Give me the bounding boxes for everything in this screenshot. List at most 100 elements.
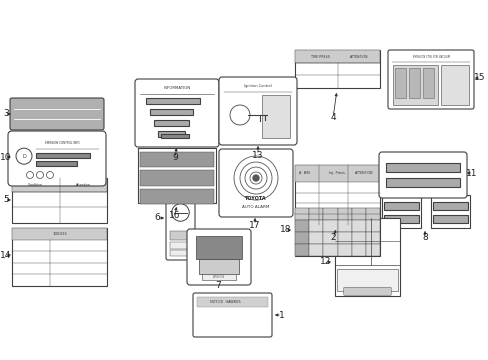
Text: NOTICE  HAWKES: NOTICE HAWKES — [209, 300, 240, 304]
Bar — [294, 50, 379, 63]
Text: TIRE PRESS: TIRE PRESS — [310, 55, 329, 59]
FancyBboxPatch shape — [387, 50, 473, 109]
Bar — [36, 153, 90, 158]
Text: 4: 4 — [329, 113, 335, 122]
Text: 18: 18 — [280, 225, 291, 234]
FancyBboxPatch shape — [219, 77, 296, 145]
Text: 11: 11 — [465, 168, 477, 177]
Text: 100015: 100015 — [52, 232, 67, 236]
Text: 15: 15 — [473, 73, 485, 82]
FancyBboxPatch shape — [193, 293, 271, 337]
Bar — [198, 258, 239, 274]
Bar — [12, 228, 107, 286]
Bar — [394, 68, 405, 98]
Bar — [422, 68, 433, 98]
Bar — [149, 109, 192, 115]
Text: 17: 17 — [249, 220, 260, 230]
Bar — [201, 274, 236, 279]
Text: 5: 5 — [3, 195, 9, 204]
Bar — [351, 232, 365, 244]
Text: 10: 10 — [0, 153, 12, 162]
Text: ATTENTION: ATTENTION — [355, 171, 373, 175]
Bar — [385, 178, 459, 187]
Bar — [294, 244, 308, 256]
Bar — [157, 131, 184, 137]
FancyBboxPatch shape — [10, 98, 104, 130]
Bar — [294, 208, 379, 256]
Bar — [12, 178, 107, 223]
FancyBboxPatch shape — [135, 79, 219, 147]
Bar — [336, 269, 397, 291]
Bar — [323, 220, 337, 232]
Bar — [365, 244, 379, 256]
Bar — [261, 95, 290, 138]
Bar — [153, 120, 188, 126]
Text: 2: 2 — [329, 234, 335, 243]
Bar — [195, 236, 242, 258]
Bar — [294, 165, 379, 182]
Bar — [308, 208, 323, 220]
Bar — [383, 202, 418, 210]
Bar — [440, 65, 468, 105]
Bar — [365, 232, 379, 244]
Bar — [12, 228, 107, 240]
Bar — [351, 220, 365, 232]
Bar — [36, 161, 76, 166]
Text: Condition: Condition — [28, 183, 43, 187]
Bar — [140, 170, 214, 186]
Text: Inj. Press.: Inj. Press. — [328, 171, 346, 175]
Text: EMISSION: EMISSION — [212, 275, 224, 279]
FancyBboxPatch shape — [8, 131, 106, 186]
Bar — [294, 220, 308, 232]
Bar — [294, 208, 308, 220]
Bar — [170, 250, 191, 256]
Bar — [12, 178, 107, 192]
Text: 16: 16 — [169, 211, 181, 220]
Bar — [383, 215, 418, 223]
Bar — [140, 189, 214, 204]
Bar — [197, 297, 267, 307]
Text: 14: 14 — [0, 251, 12, 260]
Text: 3: 3 — [3, 109, 9, 118]
Text: D: D — [22, 154, 26, 159]
Text: 12: 12 — [320, 257, 331, 266]
Text: 1: 1 — [279, 310, 285, 320]
FancyBboxPatch shape — [219, 149, 292, 217]
Bar — [323, 208, 337, 220]
Bar — [334, 218, 399, 296]
Bar — [381, 195, 420, 228]
Bar — [337, 244, 351, 256]
Bar — [337, 208, 351, 220]
FancyBboxPatch shape — [186, 229, 250, 285]
Bar — [294, 165, 379, 225]
Bar — [432, 202, 468, 210]
Bar — [323, 244, 337, 256]
Bar — [365, 220, 379, 232]
FancyBboxPatch shape — [378, 152, 466, 198]
Text: 9: 9 — [172, 153, 178, 162]
Text: TOYOTA: TOYOTA — [244, 196, 266, 201]
Bar — [337, 220, 351, 232]
Bar — [140, 152, 214, 167]
Bar — [161, 134, 188, 138]
Text: 13: 13 — [252, 150, 263, 159]
Bar — [365, 208, 379, 220]
Text: 6: 6 — [154, 213, 160, 222]
Text: A. B/N: A. B/N — [298, 171, 309, 175]
Bar — [408, 68, 419, 98]
Bar — [170, 242, 191, 249]
Bar — [170, 231, 191, 240]
Bar — [430, 195, 469, 228]
FancyBboxPatch shape — [165, 186, 195, 260]
Text: EMISSION CONTROL INFO: EMISSION CONTROL INFO — [44, 141, 79, 145]
Bar — [351, 208, 365, 220]
Text: AUTO ALARM: AUTO ALARM — [242, 204, 269, 208]
Text: ATTENTION: ATTENTION — [349, 55, 367, 59]
Text: EMISSION CTRL FOR VACUUM: EMISSION CTRL FOR VACUUM — [412, 55, 448, 59]
Bar — [308, 244, 323, 256]
Text: 8: 8 — [421, 234, 427, 243]
Bar — [392, 65, 437, 105]
FancyBboxPatch shape — [343, 287, 390, 296]
Bar — [294, 50, 379, 88]
Text: INFORMATION: INFORMATION — [163, 86, 190, 90]
